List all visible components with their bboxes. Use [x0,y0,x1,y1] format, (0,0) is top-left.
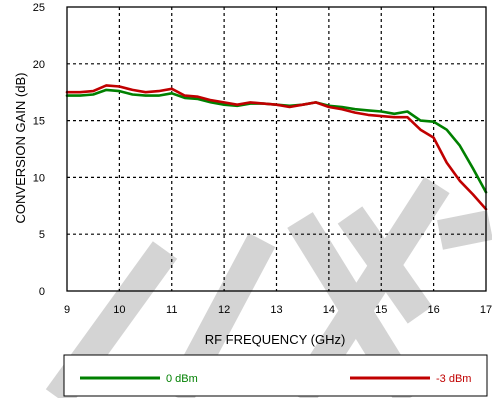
series-line-minus-3-dbm [65,84,488,211]
x-tick-label: 13 [270,304,282,316]
grid [67,7,486,291]
legend-frame [63,354,488,397]
legend: 0 dBm -3 dBm [63,354,488,397]
legend-label-minus-3-dbm: -3 dBm [436,373,471,385]
watermark-stroke [437,210,492,250]
x-tick-label: 11 [166,304,177,316]
y-tick-label: 0 [39,286,45,298]
y-tick-label: 5 [39,229,45,241]
y-tick-label: 20 [33,59,45,71]
y-axis-ticks: 0 5 10 15 20 25 [33,2,45,298]
x-tick-label: 10 [113,304,125,316]
series-layer [65,84,488,211]
x-tick-label: 15 [375,304,387,316]
x-tick-label: 12 [218,304,230,316]
plot-frame [66,6,487,292]
y-tick-label: 25 [33,2,45,14]
y-tick-label: 15 [33,116,45,128]
x-axis-ticks: 9 10 11 12 13 14 15 16 17 [64,304,492,316]
x-axis-label: RF FREQUENCY (GHz) [205,332,346,347]
x-tick-label: 17 [480,304,492,316]
x-tick-label: 14 [323,304,335,316]
y-tick-label: 10 [33,172,45,184]
y-axis-label: CONVERSION GAIN (dB) [13,73,28,224]
legend-label-0-dbm: 0 dBm [166,373,198,385]
x-tick-label: 16 [428,304,440,316]
x-tick-label: 9 [64,304,70,316]
watermark-stroke [337,206,433,324]
